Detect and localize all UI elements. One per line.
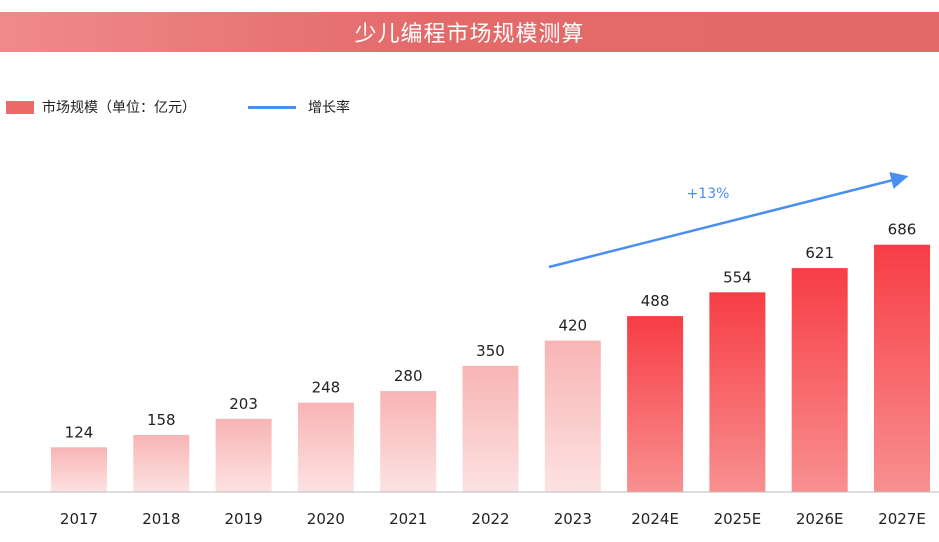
bar-2020 bbox=[297, 402, 354, 492]
bar-2026E bbox=[791, 268, 848, 492]
value-label-2025E: 554 bbox=[723, 268, 752, 286]
legend-swatch-line bbox=[248, 105, 296, 109]
legend-item-market-size: 市场规模（单位：亿元） bbox=[6, 97, 196, 117]
x-tick-2017: 2017 bbox=[60, 510, 98, 528]
bars-group bbox=[51, 244, 930, 492]
x-tick-2024E: 2024E bbox=[631, 510, 679, 528]
value-label-2022: 350 bbox=[476, 342, 505, 360]
growth-trend-arrow bbox=[548, 171, 909, 269]
value-label-2017: 124 bbox=[65, 423, 94, 441]
x-tick-2023: 2023 bbox=[554, 510, 592, 528]
value-label-2023: 420 bbox=[558, 317, 587, 335]
chart-title-bar: 少儿编程市场规模测算 bbox=[0, 12, 939, 52]
value-label-2020: 248 bbox=[312, 379, 341, 397]
bar-2027E bbox=[874, 244, 930, 492]
x-tick-2020: 2020 bbox=[307, 510, 345, 528]
x-axis-ticks-group: 2017 2018 2019 2020 2021 2022 2023 2024E 2025E 20… bbox=[60, 510, 926, 528]
bar-2021 bbox=[380, 391, 437, 492]
chart-title: 少儿编程市场规模测算 bbox=[354, 22, 585, 47]
bar-2018 bbox=[133, 435, 190, 492]
bar-2025E bbox=[709, 292, 766, 492]
x-tick-2021: 2021 bbox=[389, 510, 427, 528]
value-label-2027E: 686 bbox=[888, 221, 917, 239]
value-label-2024E: 488 bbox=[641, 292, 670, 310]
x-tick-2027E: 2027E bbox=[878, 510, 926, 528]
bar-2019 bbox=[215, 418, 272, 492]
bar-2022 bbox=[462, 365, 519, 492]
bar-2024E bbox=[627, 316, 684, 492]
x-tick-2025E: 2025E bbox=[714, 510, 762, 528]
x-tick-2026E: 2026E bbox=[796, 510, 844, 528]
value-label-2019: 203 bbox=[229, 395, 258, 413]
legend-label-market-size: 市场规模（单位：亿元） bbox=[42, 100, 196, 116]
value-label-2026E: 621 bbox=[805, 244, 834, 262]
value-label-2018: 158 bbox=[147, 411, 176, 429]
value-labels-group: 124 158 203 248 280 350 420 488 554 621 686 bbox=[65, 221, 917, 442]
legend-swatch-bar bbox=[6, 100, 34, 114]
growth-annotation: +13% bbox=[687, 186, 730, 202]
legend-item-growth-rate: 增长率 bbox=[248, 97, 350, 117]
bar-2023 bbox=[544, 340, 601, 492]
x-tick-2022: 2022 bbox=[471, 510, 509, 528]
legend-label-growth-rate: 增长率 bbox=[308, 100, 350, 116]
x-tick-2018: 2018 bbox=[142, 510, 180, 528]
value-label-2021: 280 bbox=[394, 367, 423, 385]
bar-2017 bbox=[51, 447, 107, 492]
x-tick-2019: 2019 bbox=[225, 510, 263, 528]
legend: 市场规模（单位：亿元） 增长率 bbox=[6, 94, 402, 120]
